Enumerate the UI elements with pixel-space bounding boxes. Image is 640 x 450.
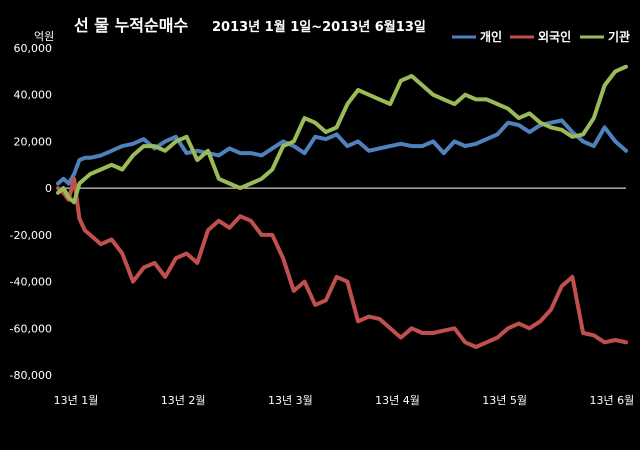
x-tick-label: 13년 4월 <box>375 394 420 407</box>
y-axis: 60,000 40,000 20,000 0 -20,000 -40,000 -60,000… <box>10 42 52 382</box>
x-tick-label: 13년 6월 <box>589 394 634 407</box>
x-tick-label: 13년 5월 <box>482 394 527 407</box>
y-tick-label: 20,000 <box>14 135 53 148</box>
x-tick-label: 13년 1월 <box>54 394 99 407</box>
series-line-2 <box>56 176 628 349</box>
series-line-1 <box>56 118 628 186</box>
y-tick-label: 40,000 <box>14 89 53 102</box>
y-tick-label: 60,000 <box>14 42 53 55</box>
y-tick-label: -40,000 <box>10 276 52 289</box>
series-line-3 <box>56 64 628 205</box>
x-axis: 13년 1월 13년 2월 13년 3월 13년 4월 13년 5월 13년 6월 <box>54 394 635 407</box>
x-tick-label: 13년 2월 <box>161 394 206 407</box>
y-tick-label: -20,000 <box>10 229 52 242</box>
y-tick-label: -60,000 <box>10 322 52 335</box>
legend-label: 개인 <box>480 29 502 44</box>
chart-subtitle: 2013년 1월 1일~2013년 6월13일 <box>212 19 426 35</box>
x-tick-label: 13년 3월 <box>268 394 313 407</box>
chart-title: 선 물 누적순매수 <box>74 16 188 35</box>
y-tick-label: 0 <box>45 182 52 195</box>
legend-label: 외국인 <box>538 29 571 44</box>
legend: 개인 외국인 기관 <box>452 29 630 44</box>
y-tick-label: -80,000 <box>10 369 52 382</box>
y-axis-unit-label: 억원 <box>34 30 54 43</box>
series-layer <box>56 64 628 349</box>
legend-label: 기관 <box>608 29 630 44</box>
